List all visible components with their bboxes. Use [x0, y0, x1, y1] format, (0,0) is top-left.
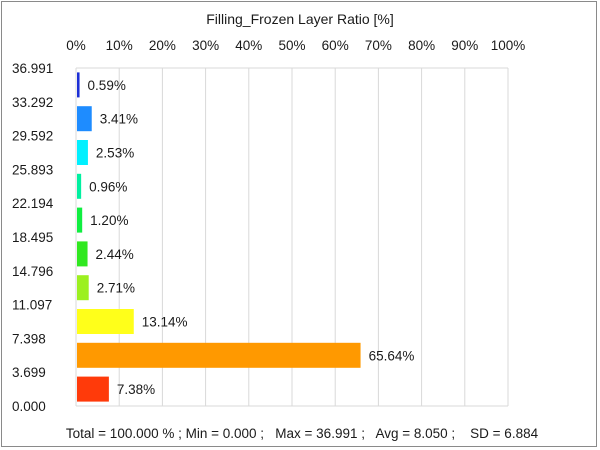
y-tick-label: 33.292: [12, 95, 53, 110]
x-axis-tick-labels: 0% 10% 20% 30% 40% 50% 60% 70% 80% 90% 100%: [66, 38, 525, 53]
data-label: 0.59%: [88, 78, 126, 93]
x-tick-label: 30%: [192, 38, 219, 53]
data-label: 3.41%: [100, 112, 138, 127]
stats-summary: Total = 100.000 % ; Min = 0.000 ; Max = …: [66, 426, 539, 441]
bar: [77, 275, 89, 301]
y-axis-tick-labels: 36.991 33.292 29.592 25.893 22.194 18.495 14.7…: [12, 61, 54, 414]
bar: [77, 72, 80, 98]
y-tick-label: 0.000: [12, 399, 46, 414]
x-tick-label: 70%: [365, 38, 392, 53]
data-labels: 0.59% 3.41% 2.53% 0.96% 1.20% 2.44% 2.71% 13.14…: [88, 78, 415, 397]
bar: [77, 376, 109, 402]
bar: [77, 106, 92, 132]
y-tick-label: 36.991: [12, 61, 53, 76]
data-label: 1.20%: [90, 213, 128, 228]
x-tick-label: 50%: [278, 38, 305, 53]
y-tick-label: 7.398: [12, 331, 46, 346]
x-tick-label: 80%: [408, 38, 435, 53]
y-tick-label: 3.699: [12, 365, 46, 380]
y-tick-label: 18.495: [12, 230, 53, 245]
y-tick-label: 29.592: [12, 129, 53, 144]
x-tick-label: 10%: [106, 38, 133, 53]
grid-lines: [75, 67, 509, 407]
y-tick-label: 25.893: [12, 162, 53, 177]
data-label: 65.64%: [369, 348, 415, 363]
data-label: 13.14%: [142, 315, 188, 330]
bar: [77, 140, 88, 165]
bar: [77, 207, 83, 233]
x-tick-label: 90%: [451, 38, 478, 53]
data-label: 7.38%: [117, 382, 155, 397]
data-label: 2.44%: [96, 247, 134, 262]
bar: [77, 173, 82, 199]
bar: [77, 309, 134, 334]
bar: [77, 241, 88, 267]
bar: [77, 342, 361, 368]
x-tick-label: 0%: [66, 38, 86, 53]
x-tick-label: 100%: [491, 38, 526, 53]
chart-title: Filling_Frozen Layer Ratio [%]: [206, 11, 394, 27]
y-tick-label: 14.796: [12, 264, 53, 279]
x-tick-label: 20%: [149, 38, 176, 53]
x-tick-label: 40%: [235, 38, 262, 53]
data-label: 2.71%: [97, 281, 135, 296]
x-tick-label: 60%: [322, 38, 349, 53]
y-tick-label: 22.194: [12, 196, 54, 211]
y-tick-label: 11.097: [12, 298, 52, 313]
data-label: 2.53%: [96, 146, 134, 161]
bars: [77, 72, 361, 402]
data-label: 0.96%: [89, 179, 127, 194]
